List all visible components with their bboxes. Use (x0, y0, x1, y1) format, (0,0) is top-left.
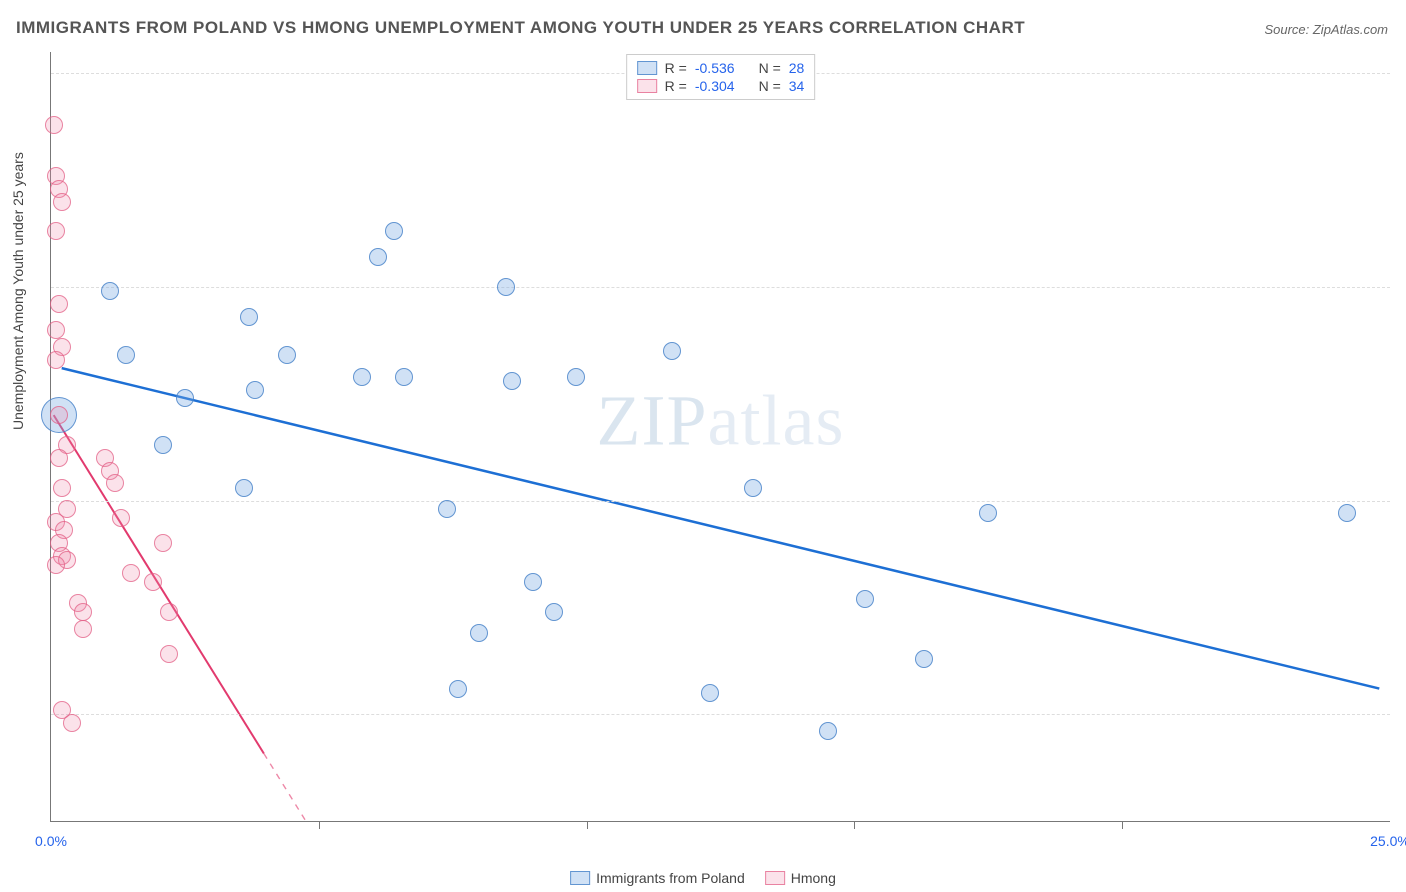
data-point-poland (1338, 504, 1356, 522)
trend-line-poland (62, 368, 1380, 688)
r-value-poland: -0.536 (695, 60, 735, 76)
data-point-hmong (47, 556, 65, 574)
legend-row-poland: R = -0.536 N = 28 (637, 59, 805, 77)
n-value-poland: 28 (789, 60, 805, 76)
watermark-bold: ZIP (597, 381, 708, 461)
y-tick-label: 5.0% (1398, 706, 1406, 722)
data-point-hmong (47, 222, 65, 240)
data-point-hmong (74, 620, 92, 638)
legend-correlation-box: R = -0.536 N = 28 R = -0.304 N = 34 (626, 54, 816, 100)
data-point-poland (438, 500, 456, 518)
n-label: N = (759, 78, 781, 94)
source-label: Source: ZipAtlas.com (1264, 22, 1388, 37)
data-point-hmong (160, 645, 178, 663)
data-point-poland (101, 282, 119, 300)
trend-lines-layer (51, 52, 1390, 821)
n-label: N = (759, 60, 781, 76)
data-point-poland (856, 590, 874, 608)
data-point-poland (545, 603, 563, 621)
legend-bottom: Immigrants from Poland Hmong (570, 870, 836, 886)
legend-label-poland: Immigrants from Poland (596, 870, 745, 886)
data-point-poland (117, 346, 135, 364)
y-axis-label: Unemployment Among Youth under 25 years (10, 152, 26, 430)
data-point-poland (819, 722, 837, 740)
gridline-horizontal (51, 714, 1390, 715)
data-point-hmong (160, 603, 178, 621)
data-point-hmong (53, 479, 71, 497)
legend-item-hmong: Hmong (765, 870, 836, 886)
data-point-hmong (106, 474, 124, 492)
data-point-poland (176, 389, 194, 407)
data-point-poland (915, 650, 933, 668)
data-point-poland (744, 479, 762, 497)
swatch-hmong (765, 871, 785, 885)
gridline-horizontal (51, 501, 1390, 502)
data-point-hmong (50, 406, 68, 424)
x-tick-label: 0.0% (35, 833, 67, 849)
data-point-poland (353, 368, 371, 386)
data-point-poland (235, 479, 253, 497)
data-point-hmong (154, 534, 172, 552)
data-point-poland (503, 372, 521, 390)
data-point-poland (979, 504, 997, 522)
chart-title: IMMIGRANTS FROM POLAND VS HMONG UNEMPLOY… (16, 18, 1025, 38)
data-point-poland (246, 381, 264, 399)
legend-item-poland: Immigrants from Poland (570, 870, 745, 886)
data-point-hmong (47, 321, 65, 339)
data-point-poland (385, 222, 403, 240)
x-tick (1122, 821, 1123, 829)
data-point-hmong (53, 193, 71, 211)
data-point-hmong (74, 603, 92, 621)
x-tick (319, 821, 320, 829)
legend-row-hmong: R = -0.304 N = 34 (637, 77, 805, 95)
y-tick-label: 20.0% (1398, 65, 1406, 81)
data-point-poland (470, 624, 488, 642)
y-tick-label: 10.0% (1398, 493, 1406, 509)
swatch-poland (570, 871, 590, 885)
x-tick (587, 821, 588, 829)
watermark: ZIPatlas (597, 380, 845, 463)
legend-label-hmong: Hmong (791, 870, 836, 886)
data-point-hmong (47, 351, 65, 369)
data-point-hmong (122, 564, 140, 582)
data-point-poland (497, 278, 515, 296)
data-point-poland (369, 248, 387, 266)
n-value-hmong: 34 (789, 78, 805, 94)
watermark-light: atlas (708, 381, 845, 461)
swatch-poland (637, 61, 657, 75)
data-point-hmong (50, 449, 68, 467)
data-point-poland (278, 346, 296, 364)
r-label: R = (665, 78, 687, 94)
y-tick-label: 15.0% (1398, 279, 1406, 295)
x-tick (854, 821, 855, 829)
r-value-hmong: -0.304 (695, 78, 735, 94)
data-point-poland (663, 342, 681, 360)
data-point-hmong (63, 714, 81, 732)
plot-area: ZIPatlas R = -0.536 N = 28 R = -0.304 N … (50, 52, 1390, 822)
data-point-poland (395, 368, 413, 386)
gridline-horizontal (51, 287, 1390, 288)
data-point-poland (701, 684, 719, 702)
trend-line-dashed-hmong (264, 753, 346, 821)
data-point-poland (524, 573, 542, 591)
r-label: R = (665, 60, 687, 76)
x-tick-label: 25.0% (1370, 833, 1406, 849)
data-point-poland (240, 308, 258, 326)
data-point-poland (154, 436, 172, 454)
data-point-hmong (50, 295, 68, 313)
data-point-poland (567, 368, 585, 386)
data-point-hmong (112, 509, 130, 527)
data-point-poland (449, 680, 467, 698)
swatch-hmong (637, 79, 657, 93)
data-point-hmong (45, 116, 63, 134)
data-point-hmong (144, 573, 162, 591)
